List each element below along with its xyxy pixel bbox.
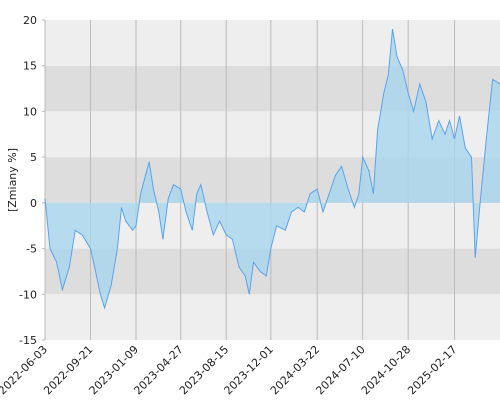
area-fill [45,29,500,308]
y-tick-label: -15 [19,334,37,347]
grid-band [45,248,500,295]
x-tick-label: 2025-02-17 [405,343,459,397]
grid-band [45,294,500,340]
grid-band [45,65,500,112]
y-tick-label: 0 [30,197,37,210]
y-tick-label: 20 [23,14,37,27]
y-axis-label: [Zmiany %] [6,148,19,212]
y-tick-label: 15 [23,60,37,73]
y-tick-label: 10 [23,105,37,118]
y-tick-label: 5 [30,151,37,164]
y-tick-label: -5 [26,243,37,256]
line [44,29,500,310]
y-tick-label: -10 [19,288,37,301]
grid-band [45,20,500,66]
